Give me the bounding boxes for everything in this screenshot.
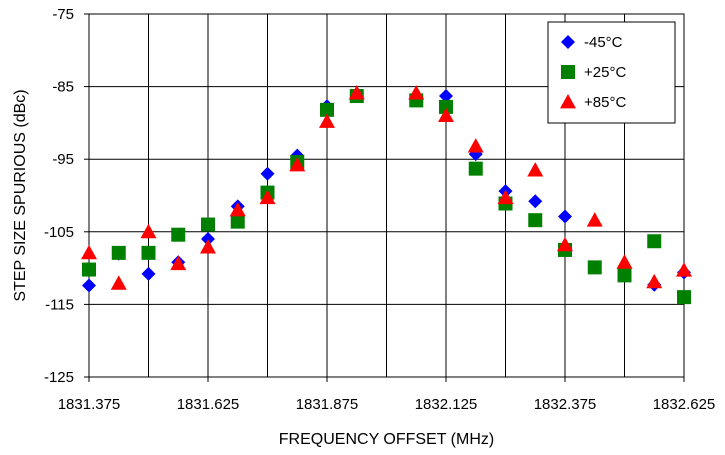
series-2 (81, 85, 692, 290)
legend: -45°C +25°C +85°C (547, 21, 676, 124)
triangle-point (110, 275, 127, 290)
square-point (677, 290, 691, 305)
x-tick-label: 1832.625 (653, 396, 716, 413)
triangle-point (586, 212, 603, 227)
square-point (439, 99, 453, 114)
y-axis-ticks: -75 -85 -95 -105 -115 -125 (44, 6, 89, 386)
data-points (81, 85, 692, 305)
triangle-point (527, 162, 544, 177)
square-point (171, 227, 186, 242)
y-tick-label: -85 (52, 79, 74, 96)
square-point (647, 234, 662, 249)
diamond-point (528, 194, 543, 209)
legend-triangle-marker (560, 94, 576, 109)
x-axis-ticks: 1831.375 1831.625 1831.875 1832.125 1832.375… (58, 377, 716, 413)
square-point (82, 262, 96, 277)
plot-area-frame (88, 13, 685, 378)
square-point (201, 217, 215, 232)
y-tick-label: -105 (44, 224, 74, 241)
square-point (230, 214, 245, 229)
x-tick-label: 1832.125 (415, 396, 478, 413)
triangle-point (348, 85, 365, 100)
square-point (111, 245, 126, 260)
y-tick-label: -125 (44, 369, 74, 386)
x-tick-label: 1831.375 (58, 396, 121, 413)
square-point (587, 260, 602, 275)
triangle-point (200, 239, 216, 254)
legend-label: -45°C (584, 34, 623, 51)
x-tick-label: 1831.875 (296, 396, 359, 413)
square-point (528, 213, 543, 228)
legend-diamond-marker (561, 35, 575, 49)
legend-item: -45°C (561, 34, 623, 51)
diamond-point (260, 166, 275, 181)
x-tick-label: 1831.625 (177, 396, 240, 413)
legend-item: +85°C (560, 94, 626, 111)
triangle-point (497, 189, 514, 205)
triangle-point (438, 107, 454, 123)
diamond-point (82, 278, 96, 293)
triangle-point (289, 157, 306, 172)
square-point (141, 245, 156, 260)
triangle-point (467, 138, 484, 153)
square-point (468, 161, 483, 176)
legend-label: +25°C (584, 64, 626, 81)
triangle-point (646, 273, 663, 289)
legend-item: +25°C (561, 64, 626, 81)
diamond-point (141, 266, 156, 281)
legend-square-marker (561, 65, 575, 79)
x-tick-label: 1832.375 (534, 396, 597, 413)
y-tick-label: -115 (45, 296, 74, 313)
square-point (617, 268, 632, 283)
triangle-point (229, 202, 246, 217)
triangle-point (170, 255, 187, 271)
triangle-point (319, 113, 335, 128)
triangle-point (676, 262, 692, 277)
triangle-point (616, 254, 633, 269)
y-tick-label: -95 (52, 151, 74, 168)
square-point (320, 102, 334, 117)
triangle-point (81, 244, 97, 260)
triangle-point (140, 223, 157, 239)
diamond-point (439, 89, 453, 104)
triangle-point (557, 236, 573, 252)
triangle-point (259, 189, 276, 205)
legend-label: +85°C (584, 94, 626, 111)
y-tick-label: -75 (52, 6, 74, 23)
diamond-point (558, 209, 572, 224)
y-axis-title: STEP SIZE SPURIOUS (dBc) (12, 89, 29, 301)
x-axis-title: FREQUENCY OFFSET (MHz) (279, 431, 494, 448)
triangle-point (408, 85, 425, 100)
